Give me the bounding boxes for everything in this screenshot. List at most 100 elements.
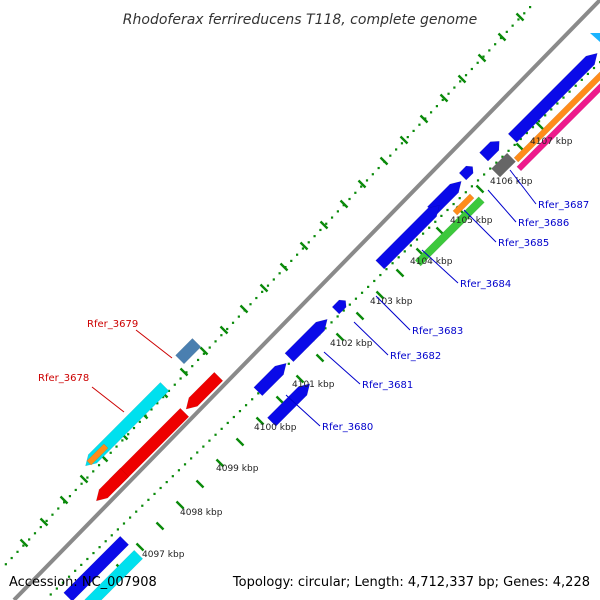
- major-tick: [497, 32, 507, 42]
- leader-line: [421, 249, 459, 284]
- direction-arrow-icon: [590, 33, 600, 42]
- tick-dot: [505, 30, 508, 33]
- tick-dot: [171, 475, 174, 478]
- tick-dot: [452, 202, 455, 206]
- kbp-label: 4106 kbp: [490, 177, 533, 187]
- tick-dot: [138, 420, 141, 423]
- tick-dot: [395, 148, 398, 151]
- tick-dot: [92, 551, 95, 555]
- major-tick: [279, 262, 289, 272]
- tick-dot: [529, 6, 532, 9]
- major-tick: [219, 325, 229, 335]
- tick-dot: [80, 482, 83, 485]
- tick-dot: [360, 291, 364, 294]
- major-tick: [199, 346, 209, 356]
- kbp-label: 4101 kbp: [292, 380, 335, 390]
- tick-dot: [313, 235, 316, 238]
- tick-dot: [185, 371, 188, 374]
- tick-dot: [367, 285, 370, 288]
- tick-dot: [278, 272, 281, 275]
- tick-dot: [482, 55, 485, 58]
- major-tick: [79, 474, 89, 484]
- tick-dot: [132, 426, 136, 430]
- tick-dot: [190, 457, 193, 460]
- minor-tick: [475, 184, 485, 194]
- tick-dot: [67, 575, 71, 578]
- major-tick: [299, 241, 309, 251]
- tick-dot: [495, 161, 498, 164]
- major-tick: [259, 283, 269, 293]
- gene-label: Rfer_3687: [538, 200, 589, 211]
- tick-dot: [319, 228, 322, 232]
- protein-track: [452, 193, 475, 216]
- tick-track: [4, 6, 600, 596]
- tick-dot: [109, 451, 112, 454]
- gene-arrow-reverse: [175, 338, 202, 365]
- tick-dot: [494, 43, 497, 46]
- tick-dot: [519, 137, 522, 141]
- tick-dot: [51, 513, 54, 516]
- tick-dot: [531, 126, 535, 129]
- tick-dot: [400, 142, 404, 145]
- tick-dot: [290, 259, 293, 263]
- tick-dot: [177, 469, 181, 472]
- minor-tick: [315, 353, 325, 363]
- tick-dot: [336, 315, 339, 318]
- tick-dot: [80, 563, 83, 567]
- tick-dot: [470, 185, 474, 188]
- tick-dot: [86, 476, 89, 479]
- tick-dot: [409, 244, 412, 247]
- tick-dot: [61, 581, 65, 584]
- accession-text: Accession: NC_007908: [9, 575, 157, 590]
- tick-dot: [249, 303, 252, 306]
- minor-tick: [515, 142, 525, 152]
- tick-dot: [196, 451, 199, 454]
- tick-dot: [412, 129, 415, 133]
- tick-dot: [397, 256, 400, 259]
- kbp-label: 4107 kbp: [530, 137, 573, 147]
- tick-dot: [97, 464, 101, 467]
- tick-dot: [544, 114, 547, 117]
- major-tick: [319, 220, 329, 230]
- tick-dot: [261, 290, 264, 293]
- tick-dot: [45, 519, 48, 522]
- leader-line: [463, 209, 497, 243]
- major-tick: [477, 53, 487, 63]
- tick-dot: [342, 309, 345, 312]
- tick-dot: [301, 247, 305, 250]
- gene-arrow-reverse: [95, 467, 130, 502]
- gene-arrow-forward: [331, 299, 347, 315]
- kbp-label: 4105 kbp: [450, 216, 493, 226]
- tick-dot: [537, 120, 541, 123]
- tick-dot: [116, 528, 119, 531]
- major-tick: [419, 114, 429, 124]
- kbp-label: 4097 kbp: [142, 550, 185, 560]
- gene-label: Rfer_3680: [322, 422, 373, 433]
- leader-line: [323, 351, 361, 385]
- tick-dot: [232, 415, 235, 419]
- tick-dot: [226, 327, 229, 331]
- tick-dot: [296, 253, 299, 256]
- tick-dot: [499, 36, 503, 40]
- tick-dot: [592, 66, 596, 70]
- tick-dot: [33, 532, 37, 535]
- tick-dot: [507, 149, 510, 152]
- kbp-label: 4104 kbp: [410, 257, 453, 267]
- tick-dot: [63, 501, 66, 504]
- tick-dot: [141, 504, 144, 507]
- tick-dot: [121, 439, 124, 442]
- tick-dot: [92, 470, 95, 473]
- tick-dot: [98, 546, 101, 549]
- tick-dot: [513, 143, 516, 147]
- tick-dot: [391, 262, 394, 265]
- leader-line: [487, 189, 517, 223]
- tick-dot: [435, 105, 439, 108]
- minor-tick: [375, 290, 385, 300]
- minor-tick: [195, 479, 205, 489]
- outer-dotted-track: [4, 6, 532, 566]
- major-tick: [357, 179, 367, 189]
- tick-dot: [104, 540, 107, 543]
- tick-dot: [202, 352, 206, 355]
- minor-tick: [295, 374, 305, 384]
- tick-dot: [428, 226, 431, 229]
